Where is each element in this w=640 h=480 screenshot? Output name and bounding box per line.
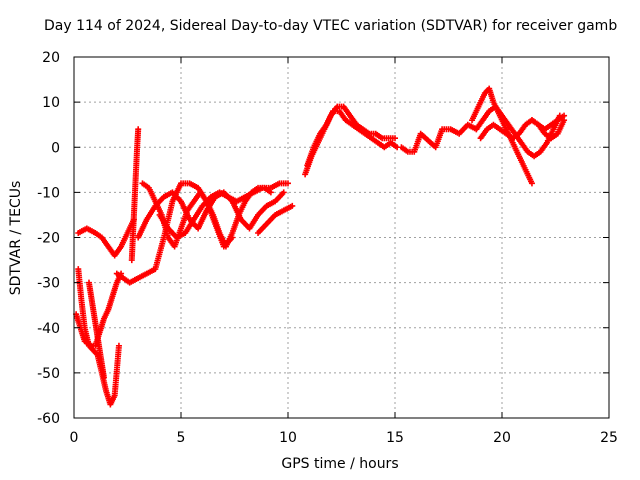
- series-evening-a: [469, 85, 535, 187]
- x-axis-label: GPS time / hours: [281, 456, 399, 472]
- data-point: [285, 180, 291, 187]
- x-tick-label: 15: [386, 430, 404, 446]
- data-point: [135, 126, 142, 133]
- x-tick-label: 10: [279, 430, 297, 446]
- series-late-morning: [255, 202, 296, 236]
- data-marks: [73, 85, 568, 408]
- y-tick-label: 20: [42, 50, 60, 66]
- series-spike: [128, 126, 142, 264]
- y-tick-label: -40: [37, 321, 60, 337]
- series-evening-d: [528, 117, 568, 142]
- series-rise-b: [304, 108, 401, 169]
- y-axis-label: SDTVAR / TECUs: [8, 180, 24, 296]
- data-point: [280, 189, 287, 196]
- x-tick-label: 20: [493, 430, 511, 446]
- y-tick-label: 0: [51, 140, 60, 156]
- y-tick-label: -30: [37, 276, 60, 292]
- y-tick-label: -20: [37, 231, 60, 247]
- data-point: [100, 374, 107, 381]
- data-point: [528, 180, 535, 187]
- y-tick-label: -10: [37, 185, 60, 201]
- data-point: [289, 202, 296, 209]
- series-afternoon: [398, 121, 480, 155]
- chart-title: Day 114 of 2024, Sidereal Day-to-day VTE…: [44, 18, 618, 34]
- data-point: [561, 117, 568, 124]
- x-tick-label: 5: [177, 430, 186, 446]
- grid-lines: [74, 57, 609, 418]
- series-morning-c: [135, 189, 287, 241]
- y-tick-label: -60: [37, 411, 60, 427]
- series-morning-d: [156, 180, 291, 241]
- data-point: [392, 135, 398, 142]
- x-tick-label: 25: [600, 430, 618, 446]
- data-point: [115, 342, 122, 349]
- series-dip-3: [85, 279, 107, 381]
- y-tick-label: -50: [37, 366, 60, 382]
- y-tick-label: 10: [42, 95, 60, 111]
- x-tick-label: 0: [70, 430, 79, 446]
- axis-ticks: 0 5 10 15 20 25 -60 -50 -40 -30 -20 -10 0 10 20: [37, 50, 618, 446]
